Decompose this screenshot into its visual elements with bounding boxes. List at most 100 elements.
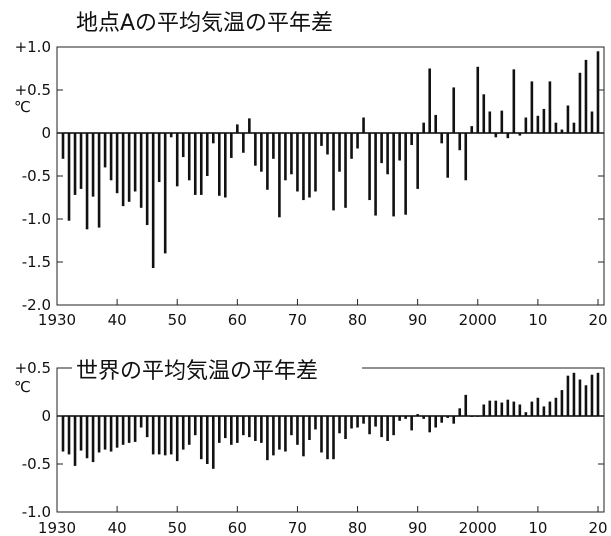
bar-2013 <box>554 397 558 416</box>
bar-1989 <box>410 416 413 431</box>
bar-1957 <box>217 416 221 443</box>
bar-2002 <box>488 111 492 133</box>
chart-title: 世界の平均気温の平年差 <box>76 359 318 384</box>
bar-2020 <box>596 51 600 133</box>
y-tick-label: 0 <box>41 407 51 425</box>
x-tick-label: 90 <box>408 519 427 536</box>
bar-1934 <box>79 416 83 451</box>
bar-1938 <box>103 133 107 168</box>
bar-2014 <box>560 390 564 416</box>
bar-1935 <box>85 416 89 459</box>
y-tick-label: -2.0 <box>22 296 51 314</box>
bar-1973 <box>314 133 317 192</box>
y-tick-label: +1.0 <box>15 38 51 56</box>
bar-1963 <box>254 416 257 441</box>
y-tick-label: -1.5 <box>22 253 51 271</box>
x-tick-label: 80 <box>348 311 367 329</box>
y-unit-label: ℃ <box>14 98 31 116</box>
bar-1954 <box>199 416 203 460</box>
bar-1941 <box>121 133 125 207</box>
bar-1944 <box>139 133 143 208</box>
bar-1943 <box>133 416 137 442</box>
bar-2012 <box>548 401 552 416</box>
plot-frame <box>56 367 605 513</box>
chart-panel-world: +0.5 0 -0.5 -1.0 ℃ 1930 40 50 60 70 80 90 2000 10 20 世界… <box>14 356 608 536</box>
bar-2020 <box>596 372 600 416</box>
x-tick-label: 60 <box>228 311 247 329</box>
bar-1996 <box>452 416 456 424</box>
bar-1934 <box>79 133 83 189</box>
bar-1980 <box>356 133 359 149</box>
y-tick-label: 0 <box>41 124 51 142</box>
bar-2015 <box>566 105 570 133</box>
bar-2010 <box>536 397 540 416</box>
bar-1955 <box>205 133 209 176</box>
bar-1979 <box>350 416 353 429</box>
bar-2018 <box>584 59 588 133</box>
bar-1933 <box>73 133 77 195</box>
x-tick-label: 40 <box>108 519 127 536</box>
bar-2014 <box>560 129 564 133</box>
bar-1995 <box>446 133 450 178</box>
bar-2015 <box>566 375 570 416</box>
bar-1984 <box>380 133 383 164</box>
bar-1961 <box>242 416 245 436</box>
bar-1950 <box>175 416 179 462</box>
bar-2009 <box>530 81 534 133</box>
bar-1938 <box>103 416 107 450</box>
bar-1972 <box>308 133 311 198</box>
bar-2004 <box>500 402 504 416</box>
y-tick-label: -0.5 <box>22 167 51 185</box>
bar-1997 <box>458 408 462 416</box>
bar-1945 <box>145 416 149 438</box>
bar-1954 <box>199 133 203 195</box>
bar-2009 <box>530 401 534 416</box>
bar-1982 <box>368 416 371 435</box>
bar-1953 <box>193 416 197 436</box>
bar-1991 <box>422 122 425 133</box>
bar-1937 <box>97 416 101 453</box>
bar-1992 <box>428 416 431 433</box>
bar-1996 <box>452 87 456 133</box>
bar-1989 <box>410 133 413 146</box>
bar-2017 <box>578 379 582 416</box>
y-tick-label: -1.0 <box>22 210 51 228</box>
bar-1952 <box>187 416 191 445</box>
bar-1961 <box>242 133 245 153</box>
x-tick-label: 10 <box>528 519 547 536</box>
bar-1981 <box>362 416 365 424</box>
bar-1937 <box>97 133 101 228</box>
bar-2012 <box>548 81 552 133</box>
bar-1962 <box>248 416 251 438</box>
bar-1968 <box>284 416 287 452</box>
y-tick-label: +0.5 <box>15 81 51 99</box>
bar-1980 <box>356 416 359 428</box>
bar-2006 <box>512 69 516 133</box>
x-tick-label: 50 <box>168 311 187 329</box>
bar-1944 <box>139 416 143 428</box>
x-tick-label: 2000 <box>459 311 497 329</box>
bar-1940 <box>115 416 119 448</box>
bar-1987 <box>398 416 401 421</box>
title-background <box>72 356 362 386</box>
bar-1986 <box>392 416 395 436</box>
bar-1951 <box>181 133 185 158</box>
chart-panel-site-a: +1.0 +0.5 0 -0.5 -1.0 -1.5 -2.0 ℃ 1930 40 50 60 70 80… <box>14 8 608 329</box>
bar-1962 <box>248 118 251 133</box>
x-tick-label: 20 <box>588 311 607 329</box>
y-unit-label: ℃ <box>14 378 31 396</box>
bar-1947 <box>157 416 161 455</box>
x-tick-label: 10 <box>528 311 547 329</box>
bar-1999 <box>470 416 474 417</box>
bar-2004 <box>500 110 504 133</box>
bar-1955 <box>205 416 209 464</box>
bar-1931 <box>61 133 65 159</box>
bar-1965 <box>266 133 269 190</box>
bar-1990 <box>416 133 419 189</box>
bar-1993 <box>434 114 437 133</box>
bar-1997 <box>458 133 462 151</box>
bar-1939 <box>109 416 113 452</box>
bar-1943 <box>133 133 137 192</box>
bar-1963 <box>254 133 257 166</box>
bar-1960 <box>236 124 239 133</box>
